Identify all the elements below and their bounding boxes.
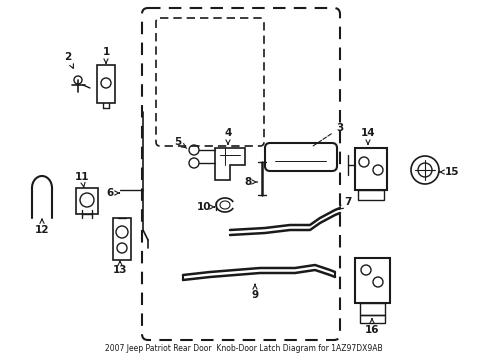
Text: 12: 12: [35, 219, 49, 235]
Text: 15: 15: [438, 167, 458, 177]
Bar: [359, 303, 384, 315]
Text: 5: 5: [174, 137, 186, 148]
Text: 1: 1: [102, 47, 109, 63]
Bar: [97, 65, 115, 103]
Bar: [359, 315, 384, 323]
Bar: [354, 148, 386, 190]
Text: 11: 11: [75, 172, 89, 188]
Bar: [357, 190, 383, 200]
Bar: [113, 218, 131, 260]
Text: 8: 8: [244, 177, 257, 187]
Text: 3: 3: [312, 123, 343, 147]
Bar: [354, 258, 389, 303]
Text: 6: 6: [106, 188, 119, 198]
Text: 14: 14: [360, 128, 375, 144]
Text: 2: 2: [64, 52, 73, 68]
Text: 10: 10: [196, 202, 214, 212]
Text: 16: 16: [364, 319, 379, 335]
Text: 7: 7: [338, 197, 351, 209]
Text: 9: 9: [251, 284, 258, 300]
Text: 13: 13: [113, 261, 127, 275]
Bar: [76, 188, 98, 214]
Text: 2007 Jeep Patriot Rear Door  Knob-Door Latch Diagram for 1AZ97DX9AB: 2007 Jeep Patriot Rear Door Knob-Door La…: [105, 344, 382, 353]
Text: 4: 4: [224, 128, 231, 144]
